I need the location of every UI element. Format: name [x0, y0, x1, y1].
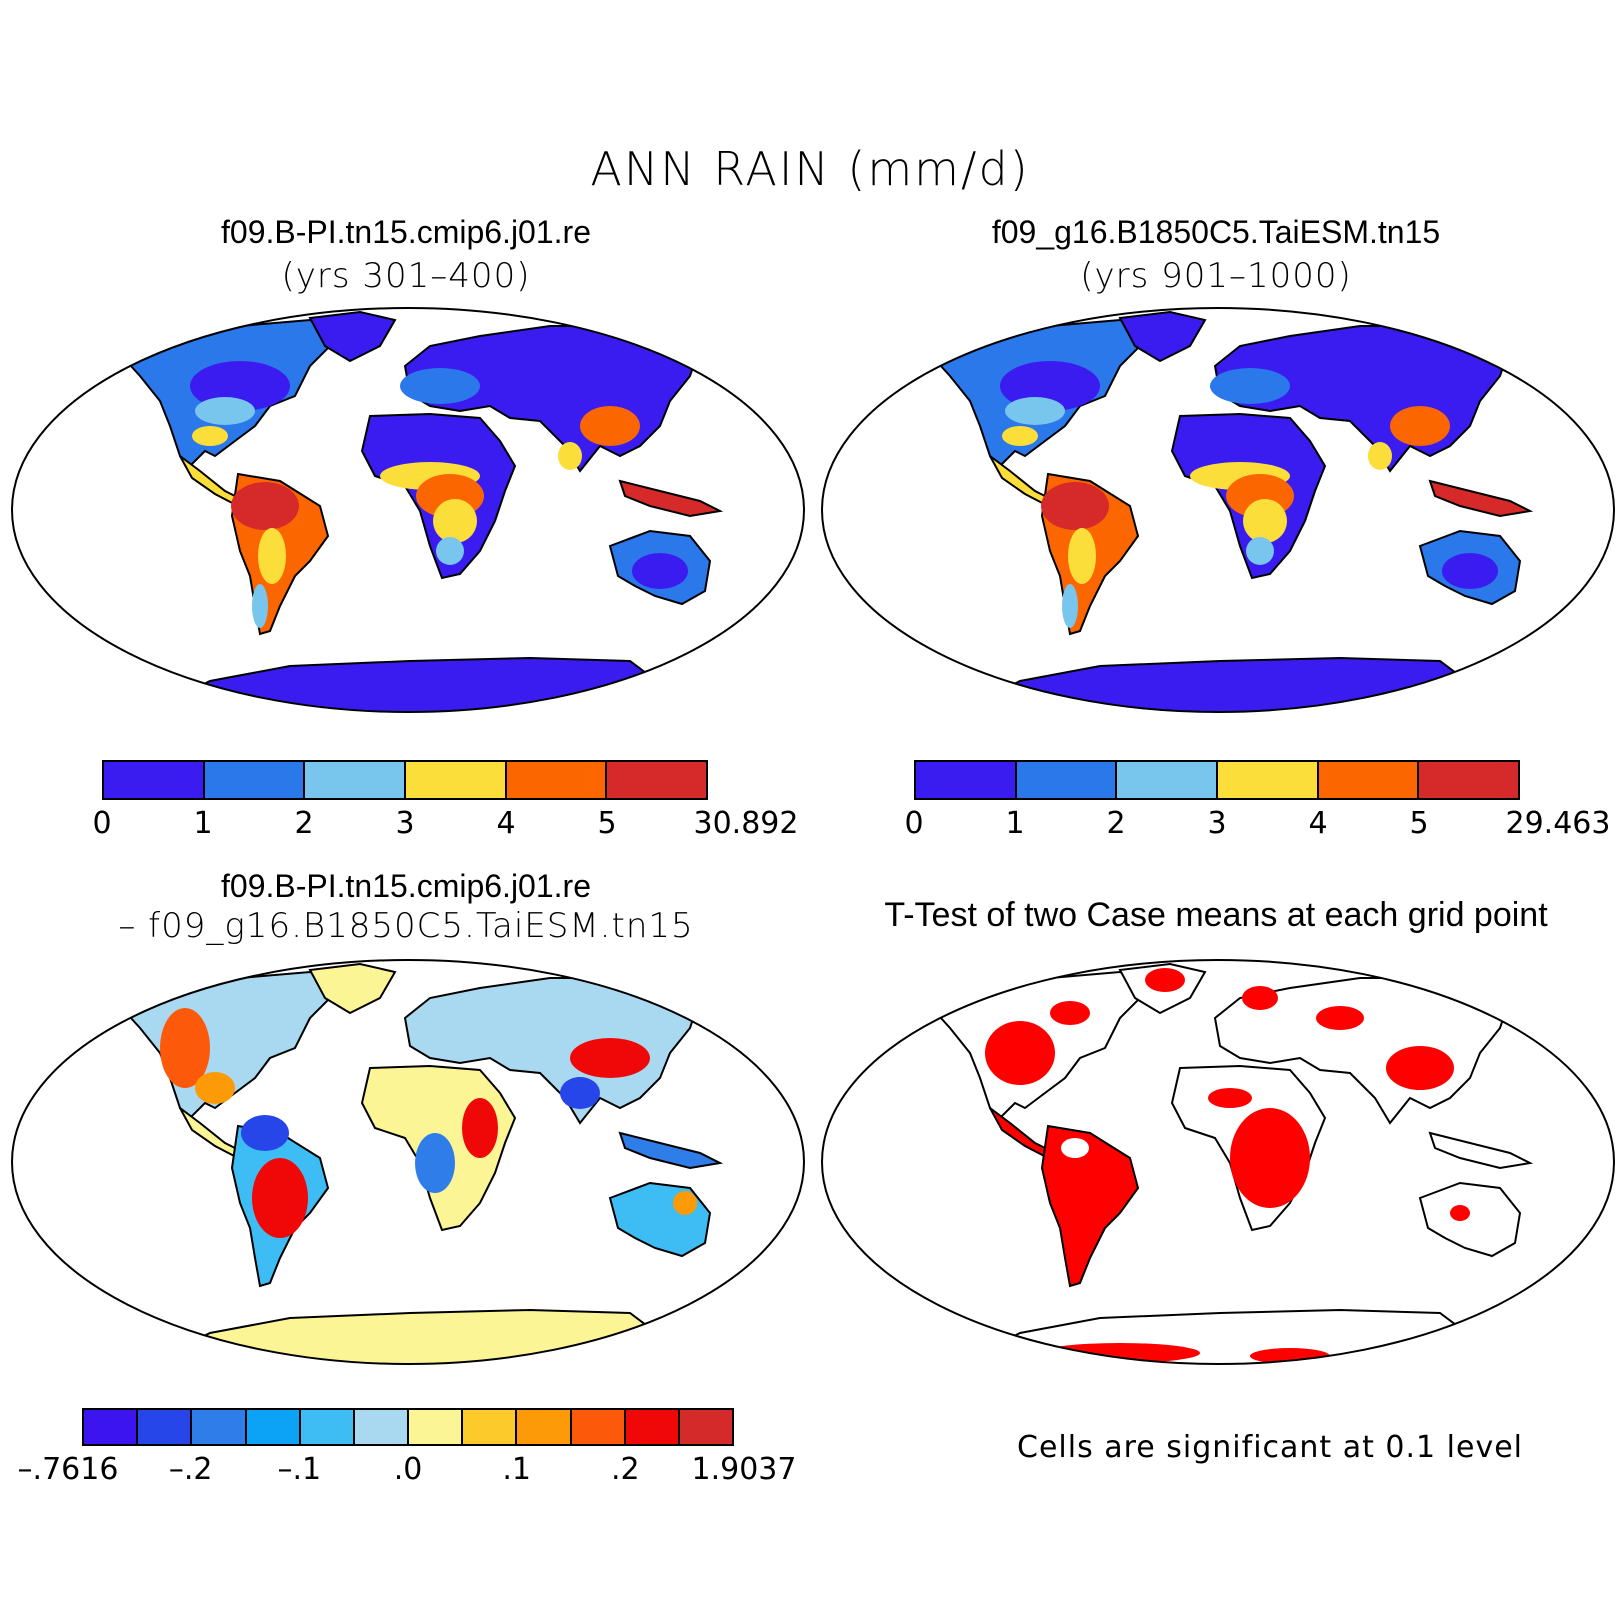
case1-colorbar-label: 1 [193, 806, 213, 841]
case1-colorbar-label: 4 [496, 806, 516, 841]
case1-colorbar-bin-2 [305, 762, 407, 798]
case1-colorbar-bin-4 [506, 762, 608, 798]
ttest-title: T-Test of two Case means at each grid po… [884, 896, 1548, 934]
case2-colorbar-label: 0 [904, 806, 924, 841]
figure-title: ANN RAIN (mm/d) [590, 142, 1030, 196]
case1-colorbar-label: 0 [92, 806, 112, 841]
case2-colorbar-label: 1 [1005, 806, 1025, 841]
diff-colorbar-bin-5 [354, 1410, 410, 1444]
diff-colorbar-bin-7 [463, 1410, 518, 1444]
diff-colorbar-label: 1.9037 [691, 1452, 797, 1487]
case1-colorbar-label: 2 [294, 806, 314, 841]
case2-colorbar-label: 2 [1106, 806, 1126, 841]
diff-colorbar-bin-3 [246, 1410, 301, 1444]
case1-colorbar-label: 30.892 [693, 806, 799, 841]
diff-colorbar-bin-10 [625, 1410, 680, 1444]
case1-colorbar-bin-0 [104, 762, 205, 798]
case1-colorbar-bin-1 [204, 762, 306, 798]
case2-colorbar-bin-2 [1117, 762, 1219, 798]
case2-colorbar-label: 4 [1308, 806, 1328, 841]
case1-colorbar [102, 760, 708, 800]
diff-colorbar-label: .0 [393, 1452, 423, 1487]
case2-colorbar-bin-5 [1419, 762, 1519, 798]
case1-land [118, 310, 724, 712]
case2-colorbar [914, 760, 1520, 800]
case1-map [11, 307, 805, 713]
diff-subtitle: – f09_g16.B1850C5.TaiESM.tn15 [118, 906, 694, 946]
diff-colorbar-bin-0 [84, 1410, 139, 1444]
diff-colorbar-bin-1 [138, 1410, 193, 1444]
case2-colorbar-bin-0 [916, 762, 1017, 798]
diff-colorbar-bin-9 [571, 1410, 626, 1444]
diff-colorbar-label: .2 [611, 1452, 640, 1487]
case2-colorbar-bin-3 [1218, 762, 1319, 798]
case2-colorbar-label: 5 [1409, 806, 1429, 841]
ttest-map [821, 959, 1615, 1365]
diff-colorbar-bin-4 [300, 1410, 355, 1444]
diff-map [11, 959, 805, 1365]
case1-colorbar-bin-5 [607, 762, 707, 798]
case2-colorbar-bin-4 [1318, 762, 1420, 798]
diff-colorbar [82, 1408, 734, 1446]
diff-colorbar-label: .1 [502, 1452, 531, 1487]
case1-subtitle: (yrs 301–400) [281, 256, 531, 296]
case1-colorbar-bin-3 [406, 762, 507, 798]
case2-colorbar-label: 3 [1207, 806, 1227, 841]
case1-title: f09.B-PI.tn15.cmip6.j01.re [221, 214, 591, 250]
diff-colorbar-label: –.7616 [17, 1452, 119, 1487]
diff-colorbar-label: –.1 [277, 1452, 322, 1487]
diff-colorbar-label: –.2 [168, 1452, 213, 1487]
diff-colorbar-bin-2 [192, 1410, 247, 1444]
case2-land [928, 310, 1534, 712]
diff-colorbar-bin-8 [517, 1410, 572, 1444]
diff-colorbar-bin-11 [679, 1410, 733, 1444]
ttest-land [928, 962, 1534, 1364]
diff-colorbar-bin-6 [409, 1410, 464, 1444]
case1-colorbar-label: 5 [597, 806, 617, 841]
diff-land [118, 962, 724, 1364]
case2-map [821, 307, 1615, 713]
diff-title: f09.B-PI.tn15.cmip6.j01.re [221, 868, 591, 904]
significance-note: Cells are significant at 0.1 level [1016, 1430, 1524, 1465]
case1-colorbar-label: 3 [395, 806, 415, 841]
case2-colorbar-label: 29.463 [1505, 806, 1611, 841]
case2-colorbar-bin-1 [1016, 762, 1118, 798]
case2-title: f09_g16.B1850C5.TaiESM.tn15 [991, 214, 1441, 250]
case2-subtitle: (yrs 901–1000) [1080, 256, 1352, 296]
